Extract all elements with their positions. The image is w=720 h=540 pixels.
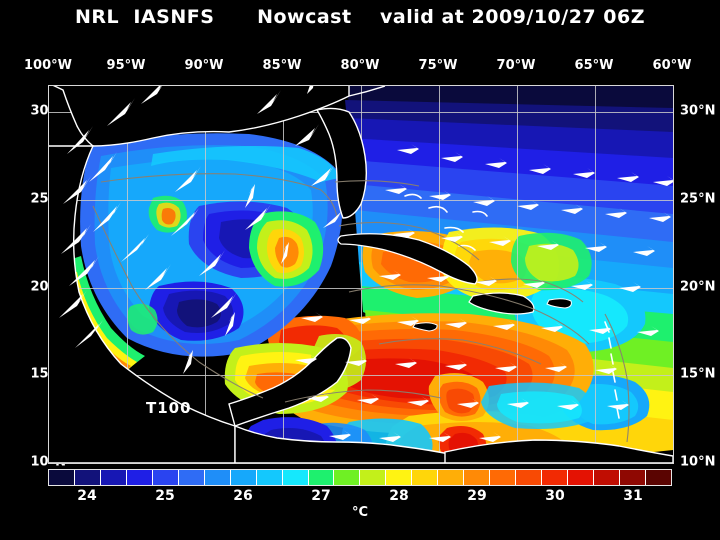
colorbar-segment-17 [490, 470, 517, 485]
lat-tick-right-25n: 25°N [680, 191, 716, 207]
colorbar-segment-18 [516, 470, 543, 485]
lat-tick-right-10n: 10°N [680, 454, 716, 470]
colorbar-segment-14 [412, 470, 439, 485]
colorbar-segment-12 [360, 470, 387, 485]
lon-tick-65w: 65°W [574, 58, 614, 73]
map-overlay [49, 86, 673, 463]
gridline-lon-80w [361, 86, 362, 463]
gridline-lon-95w [127, 86, 128, 463]
gridline-lat-20n [49, 288, 673, 289]
colorbar-segment-10 [308, 470, 335, 485]
colorbar-segment-2 [100, 470, 127, 485]
lat-tick-right-15n: 15°N [680, 366, 716, 382]
page-title: NRL IASNFS Nowcast valid at 2009/10/27 0… [75, 6, 645, 28]
gridline-lon-65w [595, 86, 596, 463]
gridline-lat-30n [49, 112, 673, 113]
colorbar-segment-3 [126, 470, 153, 485]
lon-tick-60w: 60°W [652, 58, 692, 73]
lat-tick-right-20n: 20°N [680, 279, 716, 295]
current-vector-field [59, 86, 673, 442]
lon-tick-100w: 100°W [24, 58, 72, 73]
colorbar-segment-16 [464, 470, 491, 485]
colorbar-tick-28: 28 [389, 488, 409, 504]
lon-tick-80w: 80°W [340, 58, 380, 73]
colorbar-tick-26: 26 [233, 488, 253, 504]
colorbar-tick-27: 27 [311, 488, 331, 504]
colorbar-segment-23 [645, 470, 671, 485]
colorbar-segment-9 [282, 470, 309, 485]
lon-tick-70w: 70°W [496, 58, 536, 73]
coastline-and-vectors [49, 86, 673, 463]
colorbar-segment-19 [542, 470, 569, 485]
lon-tick-85w: 85°W [262, 58, 302, 73]
colorbar-tick-31: 31 [623, 488, 643, 504]
map-plot-area: T100 [48, 85, 674, 464]
colorbar-segment-0 [49, 470, 75, 485]
colorbar-tick-25: 25 [155, 488, 175, 504]
gridline-lat-15n [49, 375, 673, 376]
colorbar-segment-6 [204, 470, 231, 485]
colorbar [48, 469, 672, 486]
colorbar-units-label: °C [351, 505, 369, 520]
colorbar-segment-4 [152, 470, 179, 485]
colorbar-tick-30: 30 [545, 488, 565, 504]
gridline-lon-90w [205, 86, 206, 463]
colorbar-segment-20 [568, 470, 595, 485]
map-annotation-t100: T100 [146, 399, 192, 417]
map-inner: T100 [49, 86, 673, 463]
colorbar-segment-5 [178, 470, 205, 485]
colorbar-segment-22 [619, 470, 646, 485]
colorbar-segment-7 [230, 470, 257, 485]
colorbar-segment-1 [74, 470, 101, 485]
colorbar-segment-13 [386, 470, 413, 485]
colorbar-segment-21 [594, 470, 620, 485]
colorbar-segment-8 [256, 470, 283, 485]
lon-tick-95w: 95°W [106, 58, 146, 73]
lat-tick-right-30n: 30°N [680, 103, 716, 119]
lon-tick-90w: 90°W [184, 58, 224, 73]
colorbar-tick-24: 24 [77, 488, 97, 504]
colorbar-segment-11 [334, 470, 361, 485]
gridline-lon-70w [517, 86, 518, 463]
gridline-lon-85w [283, 86, 284, 463]
colorbar-segment-15 [438, 470, 465, 485]
lon-tick-75w: 75°W [418, 58, 458, 73]
gridline-lon-75w [439, 86, 440, 463]
colorbar-tick-29: 29 [467, 488, 487, 504]
